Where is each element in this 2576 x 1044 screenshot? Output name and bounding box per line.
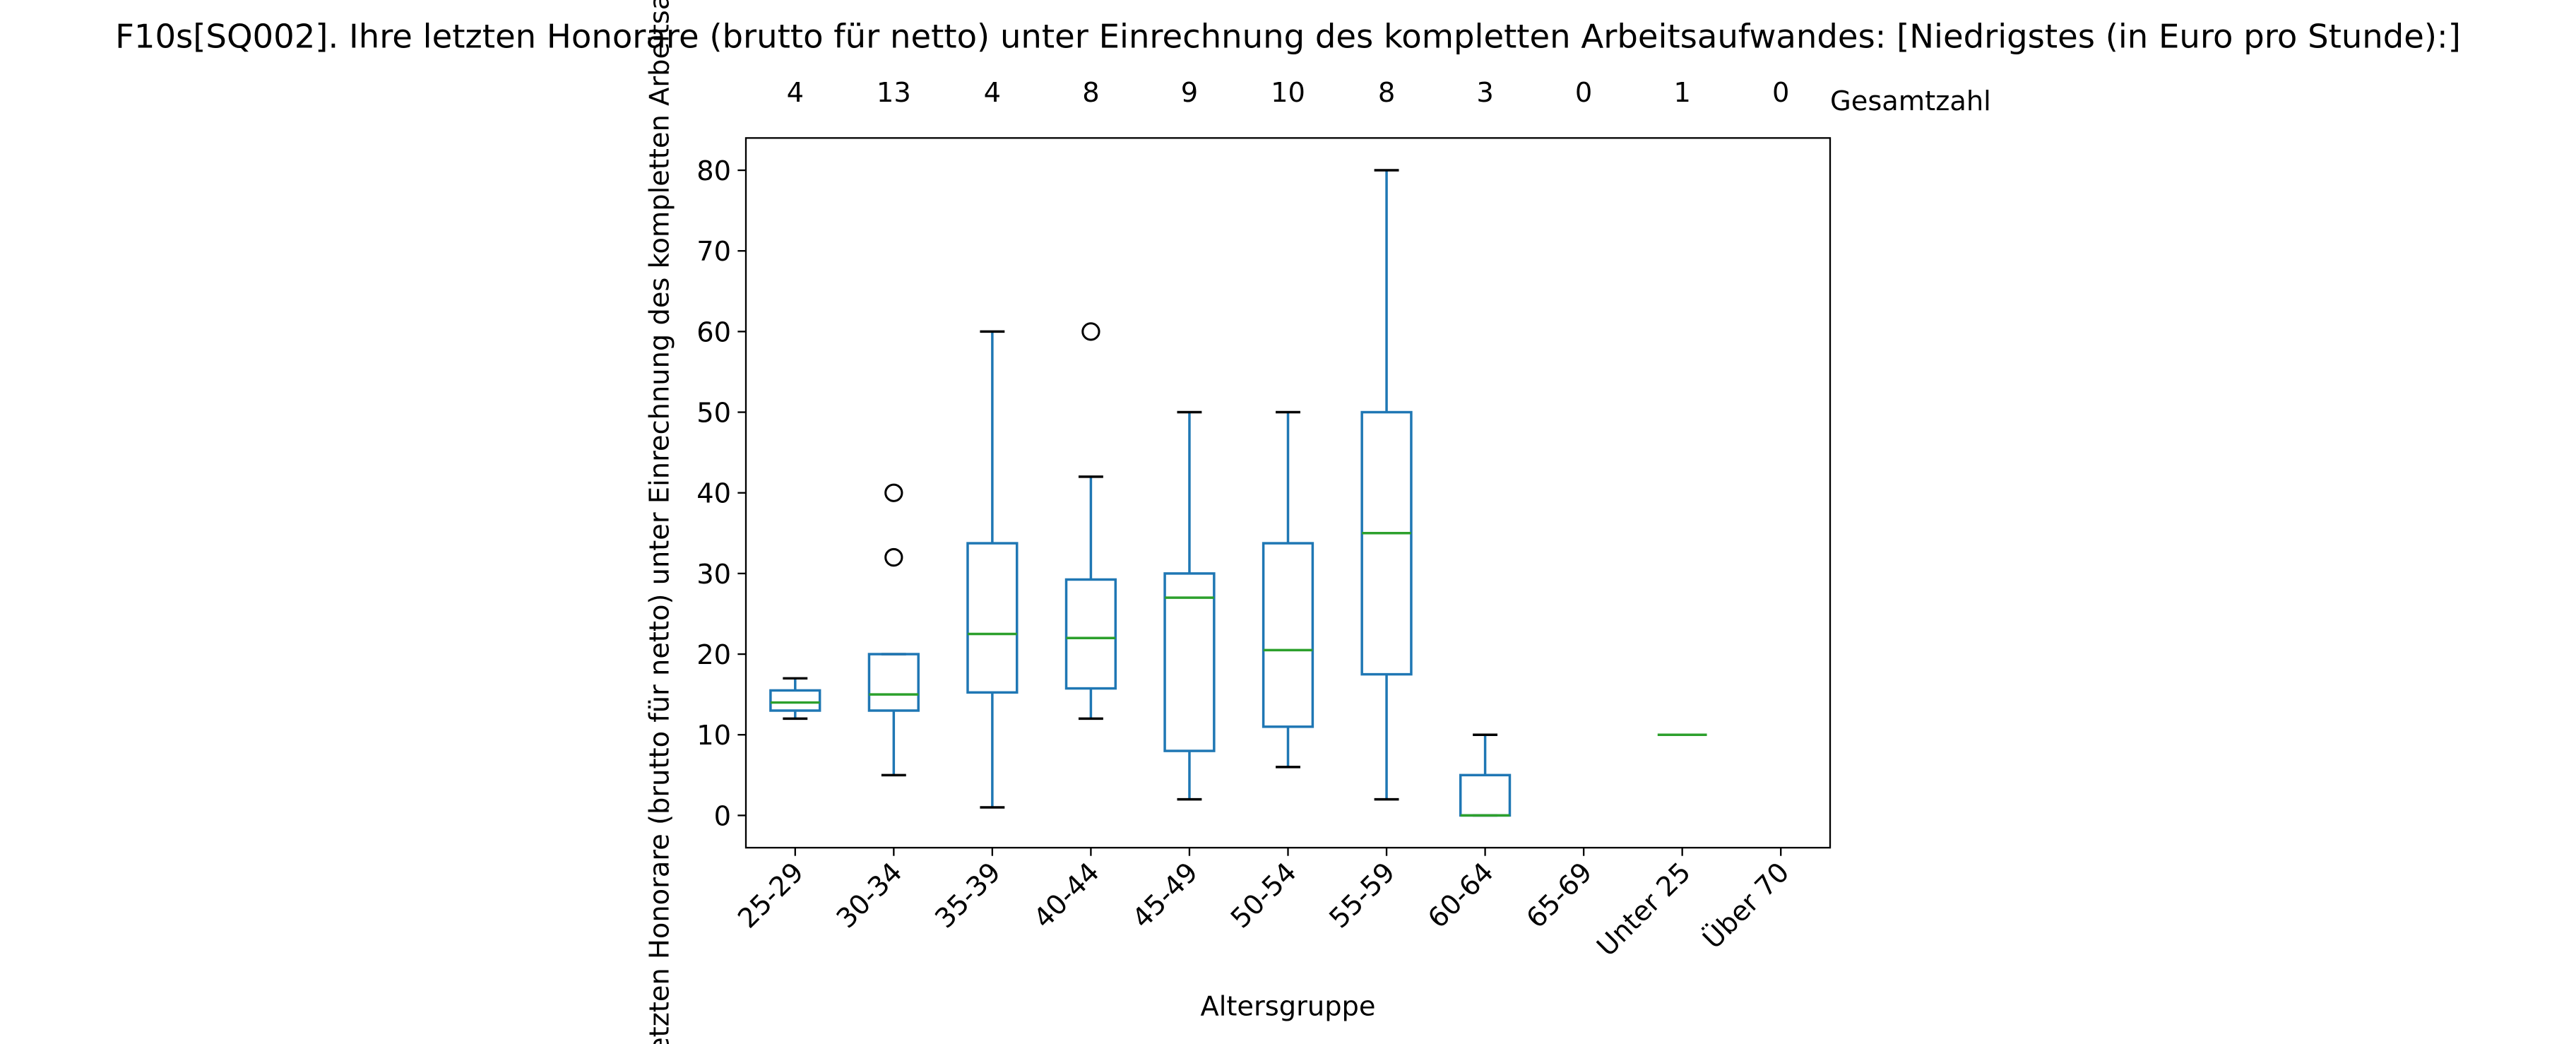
y-tick-label: 10 bbox=[696, 720, 731, 752]
count-label: 8 bbox=[1378, 77, 1395, 109]
y-tick-label: 50 bbox=[696, 398, 731, 429]
box bbox=[1262, 542, 1314, 728]
box bbox=[1163, 572, 1216, 752]
count-label: 3 bbox=[1476, 77, 1493, 109]
y-axis-label: Ihre letzten Honorare (brutto für netto)… bbox=[644, 0, 676, 1044]
count-label: 10 bbox=[1271, 77, 1305, 109]
box bbox=[1459, 773, 1512, 817]
count-label: 9 bbox=[1181, 77, 1198, 109]
y-tick-label: 70 bbox=[696, 236, 731, 268]
x-tick-label: 30-34 bbox=[831, 857, 909, 935]
count-label: 4 bbox=[984, 77, 1001, 109]
count-label: 8 bbox=[1082, 77, 1099, 109]
x-tick-label: 40-44 bbox=[1028, 857, 1106, 935]
x-tick-label: 50-54 bbox=[1225, 857, 1303, 935]
x-tick-label: Unter 25 bbox=[1591, 857, 1697, 963]
box bbox=[867, 653, 920, 712]
x-tick-label: 60-64 bbox=[1422, 857, 1500, 935]
outlier bbox=[1081, 322, 1100, 341]
y-tick-label: 40 bbox=[696, 478, 731, 510]
x-tick-label: 55-59 bbox=[1323, 857, 1401, 935]
x-tick-label: 65-69 bbox=[1521, 857, 1599, 935]
x-tick-label: 25-29 bbox=[732, 857, 810, 935]
count-label: 4 bbox=[787, 77, 804, 109]
counts-label: Gesamtzahl bbox=[1830, 85, 1991, 117]
x-tick-label: 45-49 bbox=[1126, 857, 1204, 935]
box bbox=[966, 542, 1019, 694]
y-tick-label: 0 bbox=[714, 800, 731, 832]
chart-title: F10s[SQ002]. Ihre letzten Honorare (brut… bbox=[115, 17, 2461, 55]
y-tick-label: 60 bbox=[696, 316, 731, 348]
outlier bbox=[884, 547, 903, 567]
count-label: 13 bbox=[877, 77, 911, 109]
y-tick-label: 80 bbox=[696, 155, 731, 187]
x-axis-label: Altersgruppe bbox=[1200, 990, 1375, 1022]
y-tick-label: 30 bbox=[696, 559, 731, 591]
count-label: 1 bbox=[1673, 77, 1690, 109]
count-label: 0 bbox=[1575, 77, 1592, 109]
box bbox=[1064, 578, 1117, 690]
count-label: 0 bbox=[1772, 77, 1789, 109]
y-tick-label: 20 bbox=[696, 639, 731, 671]
x-tick-label: Über 70 bbox=[1697, 856, 1796, 956]
outlier bbox=[884, 483, 903, 502]
box bbox=[769, 689, 821, 712]
box bbox=[1360, 410, 1413, 676]
x-tick-label: 35-39 bbox=[929, 857, 1007, 935]
